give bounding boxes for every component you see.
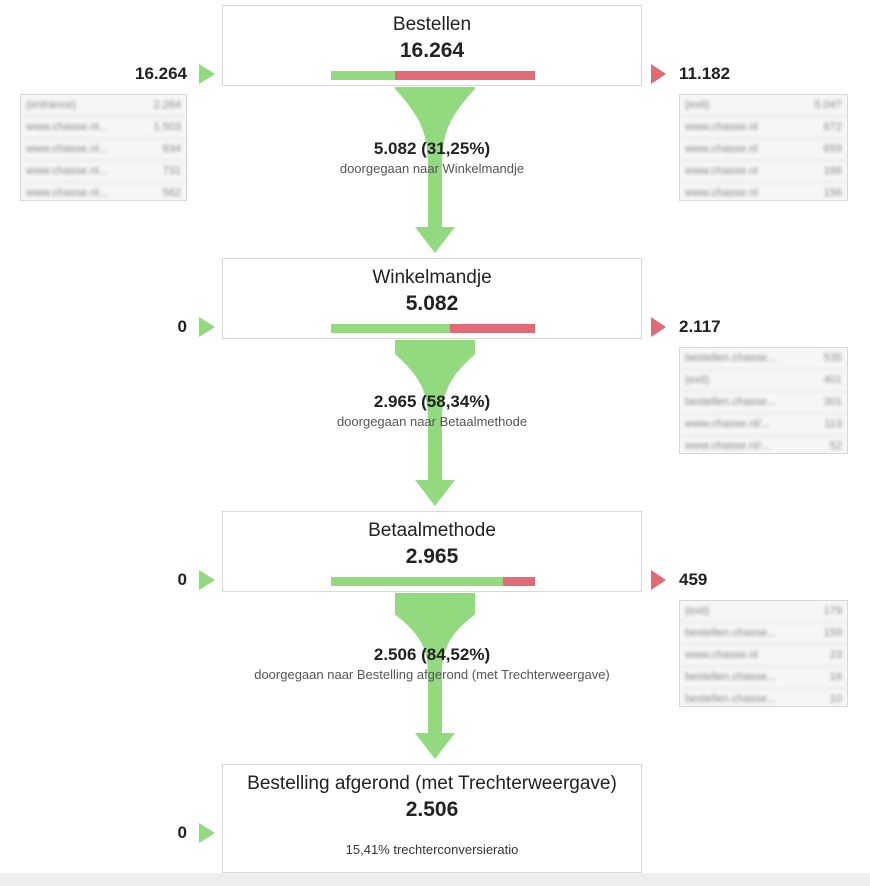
progress-bar-fill [331,577,504,586]
table-row[interactable]: www.chasse.nl... 562 [26,187,181,199]
table-row[interactable]: (entrance) 2.264 [21,95,186,117]
flow-label-2: 2.965 (58,34%) doorgegaan naar Betaalmet… [222,392,642,429]
exit-arrow-icon [651,570,666,590]
step2-entrances: 0 [177,317,187,336]
entrance-arrow-icon [199,823,215,843]
footer-strip [0,873,870,886]
step1-entrances: 16.264 [135,64,187,83]
funnel-flow-2 [395,340,475,506]
step-count: 16.264 [399,39,465,62]
flow-label-1: 5.082 (31,25%) doorgegaan naar Winkelman… [222,139,642,176]
table-row[interactable]: bestellen.chasse... 159 [680,623,847,645]
step-count: 5.082 [405,292,459,315]
table-row[interactable]: bestellen.chasse... 535 [680,348,847,370]
table-row[interactable]: (exit) 179 [680,601,847,623]
table-row[interactable]: (exit) 5.047 [680,95,847,117]
entrance-arrow-icon [199,570,215,590]
flow-caption: doorgegaan naar Winkelmandje [339,161,525,176]
exit-destinations-table-step1: (exit) 5.047 www.chasse.nl 672 www.chasse.… [679,94,848,201]
step-title: Betaalmethode [368,520,496,541]
step-title: Winkelmandje [372,267,492,288]
table-row[interactable]: www.chasse.nl 156 [685,187,842,199]
exit-arrow-icon [651,64,666,84]
step2-exits[interactable]: 2.117 [679,317,721,336]
funnel-flow-3 [395,593,475,759]
progress-bar-fill [331,324,450,333]
table-row[interactable]: bestellen.chasse... 301 [680,392,847,414]
step-count: 2.965 [405,545,459,568]
exit-arrow-icon [651,317,666,337]
table-row[interactable]: www.chasse.nl 672 [680,117,847,139]
step4-entrances: 0 [177,823,187,842]
entrance-sources-table: (entrance) 2.264 www.chasse.nl... 1.503 ww… [20,94,187,201]
table-row[interactable]: www.chasse.nl 166 [680,161,847,183]
funnel-step-betaalmethode[interactable]: Betaalmethode 2.965 [222,511,642,592]
progress-bar [331,71,535,80]
flow-caption: doorgegaan naar Bestelling afgerond (met… [254,667,610,682]
table-row[interactable]: www.chasse.nl... 731 [21,161,186,183]
table-row[interactable]: www.chasse.nl/... 52 [685,440,842,452]
flow-value: 2.965 (58,34%) [373,392,491,411]
table-row[interactable]: www.chasse.nl... 1.503 [21,117,186,139]
progress-bar-fill [331,71,395,80]
entrance-arrow-icon [199,317,215,337]
step-count: 2.506 [405,798,459,821]
step3-entrances: 0 [177,570,187,589]
funnel-step-winkelmandje[interactable]: Winkelmandje 5.082 [222,258,642,339]
table-row[interactable]: www.chasse.nl... 934 [21,139,186,161]
table-row[interactable]: bestellen.chasse... 16 [680,667,847,689]
table-row[interactable]: bestellen.chasse... 10 [685,693,842,705]
funnel-flow-1 [395,87,475,253]
entrance-arrow-icon [199,64,215,84]
funnel-step-bestellen[interactable]: Bestellen 16.264 [222,5,642,86]
exit-destinations-table-step3: (exit) 179 bestellen.chasse... 159 www.cha… [679,600,848,707]
funnel-conversion-rate: 15,41% trechterconversieratio [345,842,519,857]
flow-caption: doorgegaan naar Betaalmethode [336,414,528,429]
table-row[interactable]: (exit) 401 [680,370,847,392]
table-row[interactable]: www.chasse.nl 659 [680,139,847,161]
progress-bar [331,324,535,333]
progress-bar [331,577,535,586]
step-title: Bestelling afgerond (met Trechterweergav… [247,773,617,794]
exit-destinations-table-step2: bestellen.chasse... 535 (exit) 401 bestell… [679,347,848,454]
step-title: Bestellen [392,14,472,35]
table-row[interactable]: www.chasse.nl/... 113 [680,414,847,436]
flow-value: 2.506 (84,52%) [373,645,491,664]
table-row[interactable]: www.chasse.nl 23 [680,645,847,667]
flow-label-3: 2.506 (84,52%) doorgegaan naar Bestellin… [222,645,642,682]
step1-exits[interactable]: 11.182 [679,64,731,83]
step3-exits[interactable]: 459 [679,570,708,589]
flow-value: 5.082 (31,25%) [373,139,491,158]
funnel-step-bestelling-afgerond[interactable]: Bestelling afgerond (met Trechterweergav… [222,764,642,873]
